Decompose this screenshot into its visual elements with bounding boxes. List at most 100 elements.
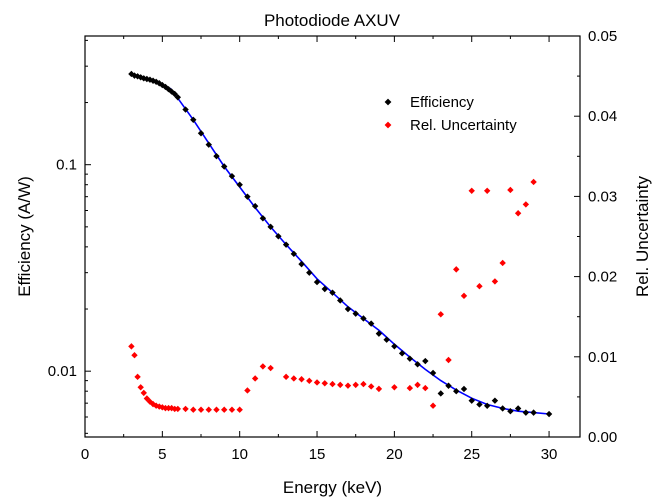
uncertainty-point — [391, 384, 398, 391]
efficiency-point — [460, 385, 468, 393]
chart-title: Photodiode AXUV — [264, 11, 401, 30]
uncertainty-point — [152, 402, 160, 409]
x-tick-label: 15 — [309, 446, 326, 463]
efficiency-point — [275, 233, 282, 240]
uncertainty-point — [137, 384, 144, 391]
uncertainty-point — [530, 178, 537, 186]
efficiency-point — [514, 405, 522, 412]
x-tick-label: 0 — [81, 446, 89, 463]
efficiency-point — [267, 223, 274, 231]
y-right-tick-label: 0.05 — [588, 28, 617, 45]
efficiency-point — [168, 88, 175, 95]
efficiency-point — [131, 72, 138, 79]
efficiency-point — [259, 215, 267, 222]
efficiency-point — [236, 181, 243, 188]
uncertainty-point — [213, 406, 220, 413]
y-right-axis-label: Rel. Uncertainty — [633, 176, 652, 297]
efficiency-point — [162, 83, 169, 91]
legend: Efficiency Rel. Uncertainty — [384, 94, 517, 134]
legend-uncertainty-marker — [384, 121, 392, 129]
uncertainty-point — [491, 278, 499, 285]
efficiency-point — [453, 387, 460, 395]
uncertainty-point — [131, 351, 138, 359]
uncertainty-point — [168, 404, 175, 412]
uncertainty-point — [156, 403, 163, 410]
uncertainty-point — [306, 377, 313, 385]
uncertainty-point — [414, 381, 421, 389]
uncertainty-point — [499, 259, 506, 267]
uncertainty-point — [182, 405, 189, 413]
efficiency-point — [360, 315, 367, 322]
uncertainty-point — [422, 384, 429, 392]
uncertainty-point — [128, 343, 135, 350]
efficiency-point — [429, 369, 437, 377]
uncertainty-point — [437, 311, 444, 318]
uncertainty-point — [140, 389, 147, 397]
uncertainty-point — [197, 406, 205, 413]
uncertainty-series — [128, 178, 537, 413]
efficiency-point — [182, 106, 189, 113]
efficiency-point — [530, 409, 537, 416]
uncertainty-point — [251, 375, 259, 382]
uncertainty-point — [514, 210, 522, 217]
x-tick-label: 20 — [386, 446, 403, 463]
uncertainty-point — [352, 381, 359, 389]
efficiency-point — [165, 86, 172, 93]
efficiency-point — [445, 382, 452, 389]
x-tick-label: 25 — [463, 446, 480, 463]
uncertainty-point — [329, 380, 336, 388]
efficiency-point — [143, 75, 151, 83]
x-tick-label: 10 — [231, 446, 248, 463]
efficiency-point — [228, 172, 236, 180]
uncertainty-point — [190, 406, 197, 413]
efficiency-point — [507, 408, 514, 415]
efficiency-point — [406, 355, 414, 362]
y-right-tick-label: 0.01 — [588, 349, 617, 366]
uncertainty-point — [406, 384, 414, 392]
uncertainty-point — [267, 364, 274, 372]
uncertainty-point — [429, 402, 437, 409]
legend-uncertainty-label: Rel. Uncertainty — [410, 117, 517, 134]
efficiency-point — [152, 78, 160, 86]
efficiency-point — [422, 357, 429, 365]
efficiency-point — [146, 76, 154, 83]
legend-efficiency-marker — [384, 98, 392, 106]
uncertainty-point — [244, 387, 251, 394]
efficiency-point — [414, 361, 421, 368]
uncertainty-point — [259, 363, 267, 370]
uncertainty-point — [453, 266, 460, 273]
uncertainty-point — [321, 380, 328, 387]
uncertainty-point — [367, 383, 375, 390]
x-tick-label: 5 — [158, 446, 166, 463]
y-right-tick-label: 0.04 — [588, 108, 617, 125]
uncertainty-point — [143, 395, 151, 402]
uncertainty-point — [205, 406, 212, 413]
uncertainty-point — [522, 201, 530, 208]
uncertainty-point — [360, 380, 367, 388]
efficiency-point — [205, 141, 212, 148]
efficiency-point — [174, 94, 182, 101]
efficiency-point — [367, 320, 375, 327]
efficiency-point — [545, 410, 553, 418]
efficiency-point — [213, 152, 220, 160]
uncertainty-point — [282, 373, 290, 381]
uncertainty-point — [468, 187, 475, 194]
efficiency-point — [321, 285, 328, 293]
efficiency-point — [375, 330, 383, 337]
efficiency-point — [522, 409, 530, 416]
y-right-tick-label: 0.02 — [588, 269, 617, 286]
y-left-tick-label: 0.01 — [48, 363, 77, 380]
y-right-tick-label: 0.00 — [588, 429, 617, 446]
uncertainty-point — [290, 375, 298, 382]
efficiency-point — [137, 74, 144, 81]
efficiency-point — [329, 289, 336, 296]
efficiency-point — [313, 278, 321, 286]
efficiency-point — [197, 130, 205, 137]
x-axis-ticks: 0 5 10 15 20 25 30 — [81, 36, 557, 463]
efficiency-point — [337, 297, 344, 304]
uncertainty-point — [460, 292, 468, 300]
efficiency-point — [140, 75, 147, 82]
efficiency-point — [398, 350, 406, 357]
efficiency-point — [290, 250, 298, 258]
